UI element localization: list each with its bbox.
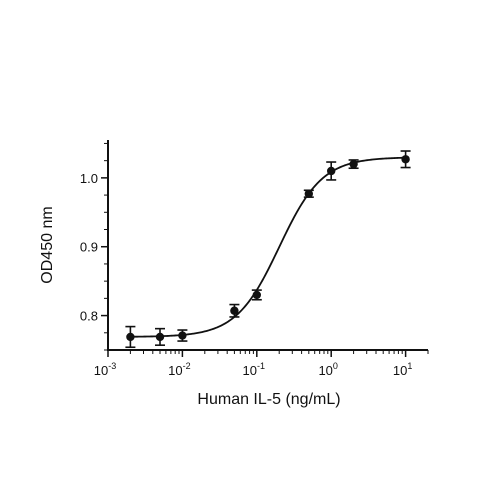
data-point	[303, 189, 314, 198]
point-marker	[155, 332, 165, 342]
x-tick-label: 10-3	[94, 361, 116, 378]
point-marker	[327, 166, 336, 176]
x-tick-label: 100	[318, 361, 337, 378]
fit-curve	[130, 156, 406, 338]
point-marker	[304, 189, 314, 198]
y-axis-title: OD450 nm	[39, 206, 56, 283]
axes-layer	[107, 140, 428, 351]
data-point	[251, 289, 262, 301]
x-tick-label: 101	[393, 361, 412, 378]
data-point	[326, 161, 337, 181]
ticks-layer: 10-3 10-2 10-1 100 101 0.8 0.9 1.0	[80, 142, 429, 378]
point-marker	[126, 332, 135, 342]
point-marker	[252, 290, 262, 300]
point-marker	[230, 306, 239, 315]
point-marker	[178, 331, 187, 340]
data-point	[348, 159, 359, 170]
data-points-layer	[125, 150, 411, 349]
fit-curve-layer	[130, 156, 406, 338]
x-axis-title: Human IL-5 (ng/mL)	[197, 391, 340, 408]
x-tick-label: 10-1	[243, 361, 265, 378]
data-point	[177, 329, 188, 342]
y-tick-label: 0.8	[80, 309, 98, 324]
data-point	[155, 327, 166, 346]
data-point	[400, 150, 411, 169]
x-tick-label: 10-2	[168, 361, 190, 378]
point-marker	[349, 159, 358, 169]
y-tick-label: 0.9	[80, 240, 98, 255]
data-point	[229, 303, 240, 318]
data-point	[125, 325, 136, 349]
point-marker	[401, 155, 410, 164]
y-tick-label: 1.0	[80, 171, 98, 186]
